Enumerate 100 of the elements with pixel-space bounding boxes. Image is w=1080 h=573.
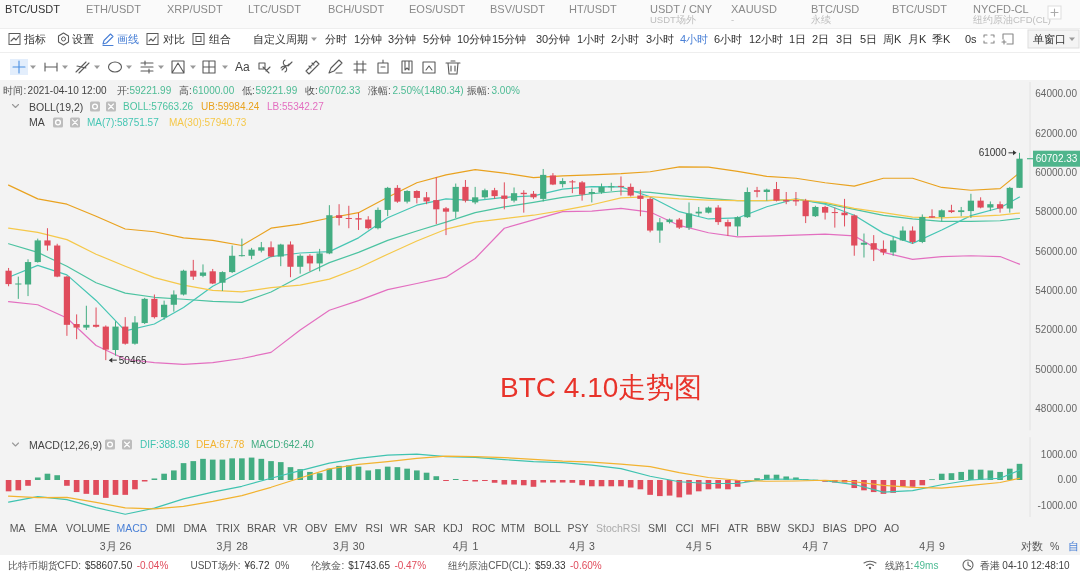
annotation: 开: — [116, 84, 130, 96]
annotation: 60702.33 — [318, 84, 361, 96]
text: DPO — [854, 522, 877, 535]
text: MTM — [501, 522, 525, 535]
text: 5日 — [860, 33, 878, 45]
text: 月K — [908, 33, 927, 45]
text: BTC/USDT — [5, 2, 61, 15]
x-tick-label: 4月 5 — [685, 540, 712, 552]
y-tick-label: -1000.00 — [1037, 499, 1078, 511]
x-tick-label: 4月 1 — [452, 540, 479, 552]
y-tick-label: 48000.00 — [1035, 403, 1078, 415]
text: BSV/USDT — [490, 2, 546, 15]
y-tick-label: 52000.00 — [1035, 324, 1078, 336]
text: % — [1050, 540, 1060, 552]
text: 5分钟 — [423, 33, 452, 45]
text: 1日 — [789, 33, 807, 45]
text: HT/USDT — [569, 2, 617, 15]
chart-title: MACD(12,26,9) — [29, 438, 102, 451]
text: NYCFD-CL — [973, 2, 1029, 15]
annotation: 振幅: — [467, 84, 490, 96]
y-tick-label: 62000.00 — [1035, 127, 1078, 139]
text: LB:55342.27 — [267, 101, 325, 112]
annotation: 61000 — [978, 147, 1007, 159]
text: DMA — [183, 522, 207, 535]
annotation: 收: — [305, 84, 318, 96]
annotation: 3.00% — [491, 84, 520, 96]
text: 对比 — [163, 33, 185, 45]
annotation: 涨幅: — [368, 84, 391, 96]
text: BOLL — [534, 522, 562, 535]
annotation: MACD:642.40 — [251, 439, 315, 450]
text: 香港 04-10 12:48:10 — [979, 559, 1071, 571]
text: MA(7):58751.57 — [87, 116, 160, 128]
text: 比特币期货CFD: — [7, 559, 81, 571]
text: 纽约原油CFD(CL): — [448, 559, 531, 571]
text: BTC 4.10走势图 — [500, 371, 703, 403]
text: UB:59984.24 — [201, 101, 260, 112]
text: BOLL:57663.26 — [123, 101, 194, 112]
text: MFI — [701, 522, 720, 535]
y-tick-label: 58000.00 — [1035, 206, 1078, 218]
annotation: BOLL(19,2) — [29, 100, 84, 113]
y-tick-label: 64000.00 — [1035, 88, 1078, 100]
text: 15分钟 — [492, 33, 527, 45]
text: 对数 — [1021, 540, 1043, 552]
text: -0.60% — [570, 559, 602, 571]
text: -0.47% — [394, 559, 427, 571]
annotation: MA — [29, 116, 45, 129]
text: SKDJ — [787, 522, 815, 535]
annotation: 59221.99 — [255, 84, 298, 96]
y-tick-label: 0.00 — [1057, 474, 1078, 486]
text: ROC — [472, 522, 496, 535]
text: BCH/USDT — [328, 2, 385, 15]
text: BBW — [756, 522, 781, 535]
text: BTC/USD — [811, 2, 860, 15]
text: VOLUME — [66, 522, 111, 535]
text: RSI — [365, 522, 384, 535]
text: BTC/USDT — [892, 2, 948, 15]
text: LTC/USDT — [248, 2, 302, 15]
text: 2小时 — [611, 33, 640, 45]
text: TRIX — [216, 522, 240, 535]
text: 3小时 — [646, 33, 675, 45]
text: 3分钟 — [388, 33, 417, 45]
text: 12小时 — [749, 33, 784, 45]
y-tick-label: 1000.00 — [1040, 449, 1078, 461]
annotation: 时间: — [3, 84, 27, 96]
text: ¥6.72 — [243, 559, 270, 571]
y-tick-label: 56000.00 — [1035, 245, 1078, 257]
text: DEA:67.78 — [196, 439, 245, 450]
text: USDT / CNY — [650, 2, 713, 15]
text: ATR — [728, 522, 749, 535]
text: 自 — [1068, 540, 1079, 552]
text: 线路1: — [885, 559, 914, 571]
text: MA — [9, 522, 26, 535]
x-tick-label: 4月 7 — [802, 540, 829, 552]
text: BRAR — [247, 522, 277, 535]
text: 伦敦金: — [311, 559, 345, 571]
annotation: 低: — [242, 84, 255, 96]
text: EMA — [34, 522, 58, 535]
text: 10分钟 — [457, 33, 492, 45]
text: 1小时 — [577, 33, 606, 45]
x-tick-label: 3月 28 — [216, 540, 249, 552]
text: 1分钟 — [354, 33, 383, 45]
text: 组合 — [209, 33, 231, 45]
annotation: 高: — [179, 84, 192, 96]
text: ETH/USDT — [86, 2, 142, 15]
text: 3日 — [836, 33, 854, 45]
y-tick-label: 60000.00 — [1035, 167, 1078, 179]
annotation: 50465 — [118, 354, 148, 366]
text: 单窗口 — [1033, 33, 1066, 45]
text: 周K — [883, 33, 902, 45]
text: 季K — [932, 33, 951, 45]
x-tick-label: 4月 9 — [919, 540, 945, 552]
text: 30分钟 — [536, 33, 571, 45]
text: PSY — [567, 522, 589, 535]
text: 6小时 — [714, 33, 743, 45]
y-tick-label: 50000.00 — [1035, 363, 1078, 375]
text: 49ms — [914, 559, 939, 571]
text: MACD — [116, 522, 148, 535]
text: DMI — [156, 522, 176, 535]
text: XRP/USDT — [167, 2, 223, 15]
x-tick-label: 3月 30 — [333, 540, 365, 552]
